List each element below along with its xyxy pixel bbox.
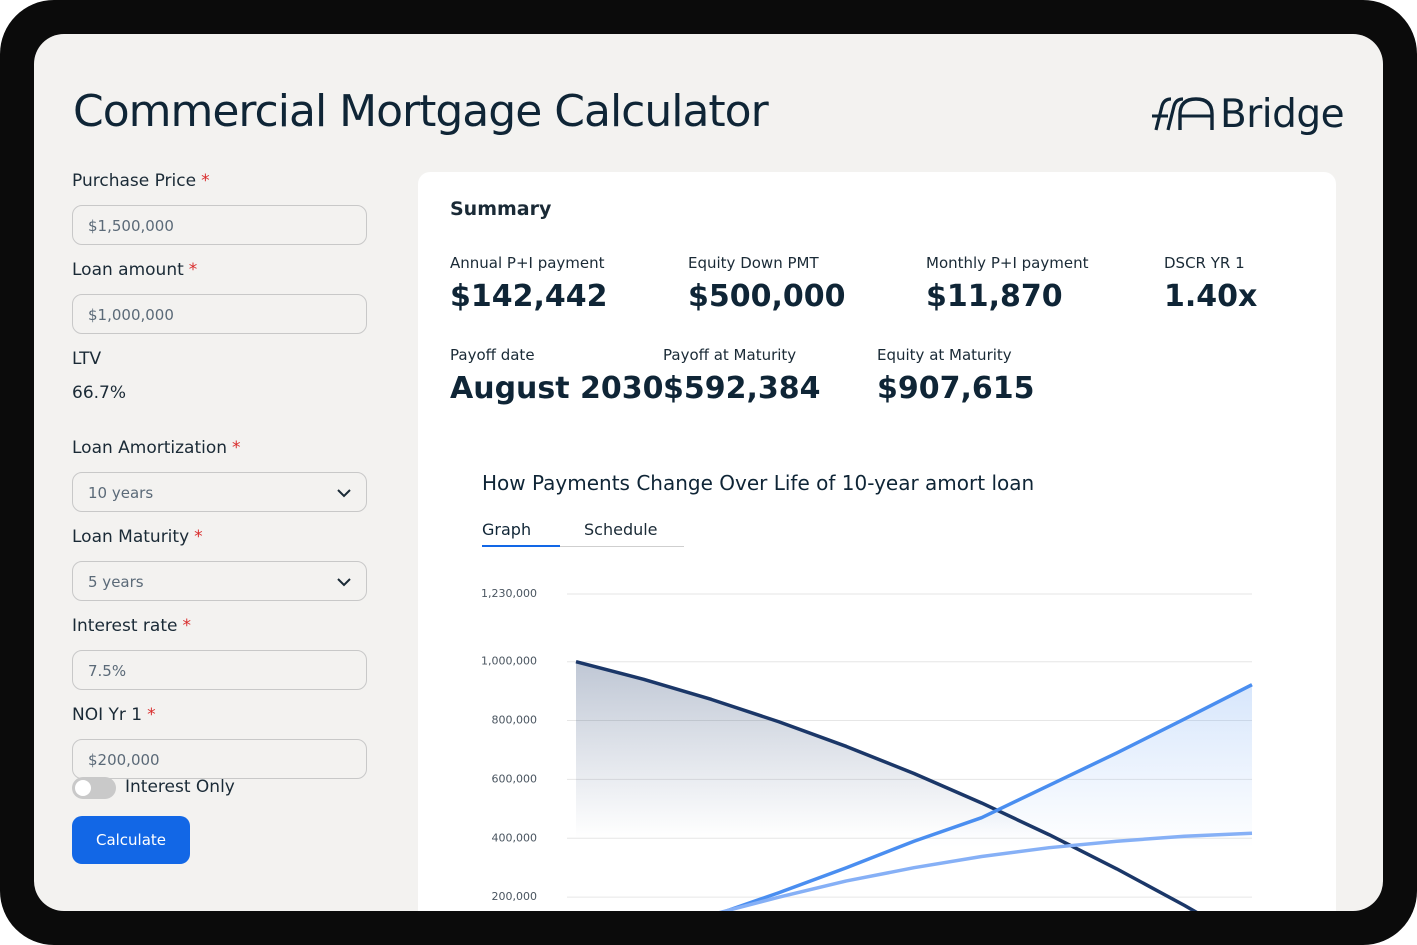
metric-label: Equity Down PMT (688, 254, 819, 272)
tab-underline (560, 546, 684, 547)
y-tick-label: 800,000 (492, 714, 538, 727)
metric-label: Payoff date (450, 346, 535, 364)
metric-value: $907,615 (877, 371, 1035, 406)
metric-label: Payoff at Maturity (663, 346, 797, 364)
brand-name: Bridge (1220, 92, 1345, 137)
tab[interactable]: Schedule (584, 520, 658, 539)
chevron (337, 489, 351, 498)
metric-label: Equity at Maturity (877, 346, 1012, 364)
toggle-label: Interest Only (125, 777, 235, 797)
chevron (337, 578, 351, 587)
field-label: LTV (72, 349, 102, 369)
required-marker: * (182, 616, 191, 636)
y-tick-label: 1,000,000 (481, 655, 537, 668)
field-label: Purchase Price * (72, 171, 210, 191)
y-tick-label: 400,000 (492, 831, 538, 844)
line (575, 659, 1198, 911)
metric-label: Monthly P+I payment (926, 254, 1089, 272)
metric-value: 1.40x (1164, 279, 1258, 314)
chart-title: How Payments Change Over Life of 10-year… (482, 471, 1035, 495)
y-tick-label: 200,000 (492, 890, 538, 903)
field-label: Interest rate * (72, 616, 191, 636)
y-tick-label: 1,230,000 (481, 587, 537, 600)
toggle-knob (75, 780, 91, 796)
chevron-path (337, 489, 351, 498)
area (726, 684, 1252, 911)
chart: 200,000 400,000 600,000 800,000 1,000,000 1,2… (481, 587, 1253, 911)
field-label: Loan amount * (72, 260, 198, 280)
required-marker: * (147, 705, 156, 725)
required-marker: * (194, 527, 203, 547)
brand-logo (1152, 97, 1214, 131)
screen: Commercial Mortgage Calculator Bridge Pu… (34, 34, 1383, 911)
summary-title: Summary (450, 198, 552, 220)
select-box[interactable]: 10 years (72, 472, 367, 512)
line (718, 831, 1253, 911)
required-marker: * (201, 171, 210, 191)
metric-value: $500,000 (688, 279, 846, 314)
tab[interactable]: Graph (482, 520, 532, 539)
metric-label: Annual P+I payment (450, 254, 605, 272)
input-box[interactable]: $1,500,000 (72, 205, 367, 245)
metric-label: DSCR YR 1 (1164, 254, 1245, 272)
page-title: Commercial Mortgage Calculator (73, 86, 769, 137)
input-box[interactable]: 7.5% (72, 650, 367, 690)
metric-value: August 2030 (450, 371, 664, 406)
required-marker: * (232, 438, 241, 458)
field-label: NOI Yr 1 * (72, 705, 156, 725)
metric-value: $142,442 (450, 279, 608, 314)
calculate-button[interactable]: Calculate (72, 816, 190, 864)
metric-value: $592,384 (663, 371, 821, 406)
chevron-path (337, 578, 351, 587)
summary-card: Summary How Payments Change Over Life of… (418, 172, 1336, 911)
toggle-switch[interactable] (72, 777, 116, 799)
field-value: 66.7% (72, 383, 127, 403)
metric-value: $11,870 (926, 279, 1063, 314)
tab-active-indicator (482, 545, 560, 547)
field-label: Loan Amortization * (72, 438, 241, 458)
required-marker: * (188, 260, 198, 280)
line (721, 683, 1253, 911)
field-label: Loan Maturity * (72, 527, 203, 547)
y-tick-label: 600,000 (492, 772, 538, 785)
input-box[interactable]: $1,000,000 (72, 294, 367, 334)
input-box[interactable]: $200,000 (72, 739, 367, 779)
select-box[interactable]: 5 years (72, 561, 367, 601)
